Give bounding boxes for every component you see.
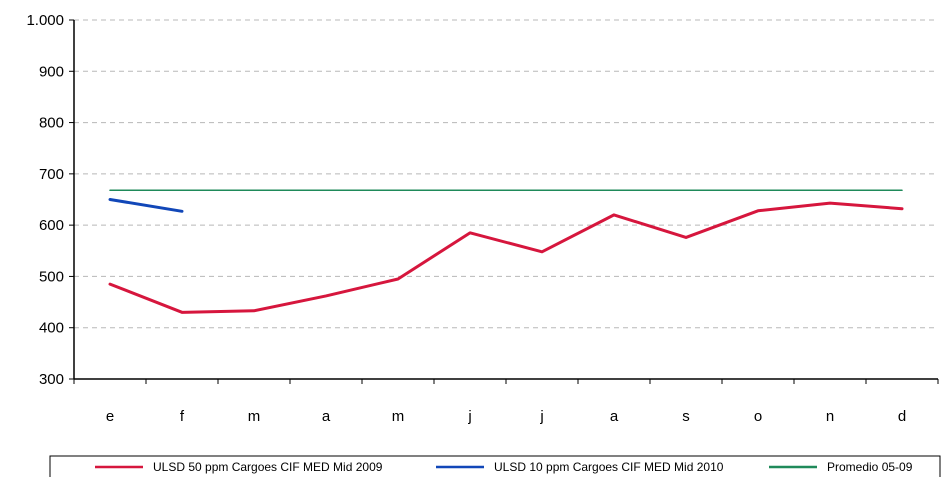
axes bbox=[69, 19, 939, 384]
gridlines bbox=[74, 19, 938, 329]
y-tick-label: 900 bbox=[39, 63, 64, 80]
series-lines bbox=[108, 189, 904, 314]
y-tick-label: 500 bbox=[39, 268, 64, 285]
x-tick-label: m bbox=[248, 408, 261, 425]
tick-labels: 300 400 500 600 700 800 900 1.000 e f m a m j j a s o n d bbox=[26, 12, 906, 425]
series-line bbox=[108, 198, 184, 213]
y-tick-label: 700 bbox=[39, 166, 64, 183]
y-tick-label: 300 bbox=[39, 371, 64, 388]
x-tick-label: n bbox=[826, 408, 834, 425]
legend-label: ULSD 50 ppm Cargoes CIF MED Mid 2009 bbox=[153, 460, 383, 474]
y-tick-label: 600 bbox=[39, 217, 64, 234]
y-tick-label: 400 bbox=[39, 320, 64, 337]
x-tick-label: a bbox=[322, 408, 331, 425]
legend-label: ULSD 10 ppm Cargoes CIF MED Mid 2010 bbox=[494, 460, 724, 474]
y-tick-label: 800 bbox=[39, 115, 64, 132]
series-line bbox=[108, 201, 904, 314]
x-tick-label: a bbox=[610, 408, 619, 425]
x-tick-label: e bbox=[106, 408, 114, 425]
legend: ULSD 50 ppm Cargoes CIF MED Mid 2009 ULSD… bbox=[49, 455, 941, 482]
x-tick-label: j bbox=[467, 408, 471, 425]
y-tick-label: 1.000 bbox=[26, 12, 64, 29]
x-tick-label: d bbox=[898, 408, 906, 425]
x-tick-label: o bbox=[754, 408, 762, 425]
legend-label: Promedio 05-09 bbox=[827, 460, 913, 474]
x-tick-label: f bbox=[180, 408, 185, 425]
x-tick-label: m bbox=[392, 408, 405, 425]
x-tick-label: s bbox=[682, 408, 690, 425]
x-tick-label: j bbox=[539, 408, 543, 425]
